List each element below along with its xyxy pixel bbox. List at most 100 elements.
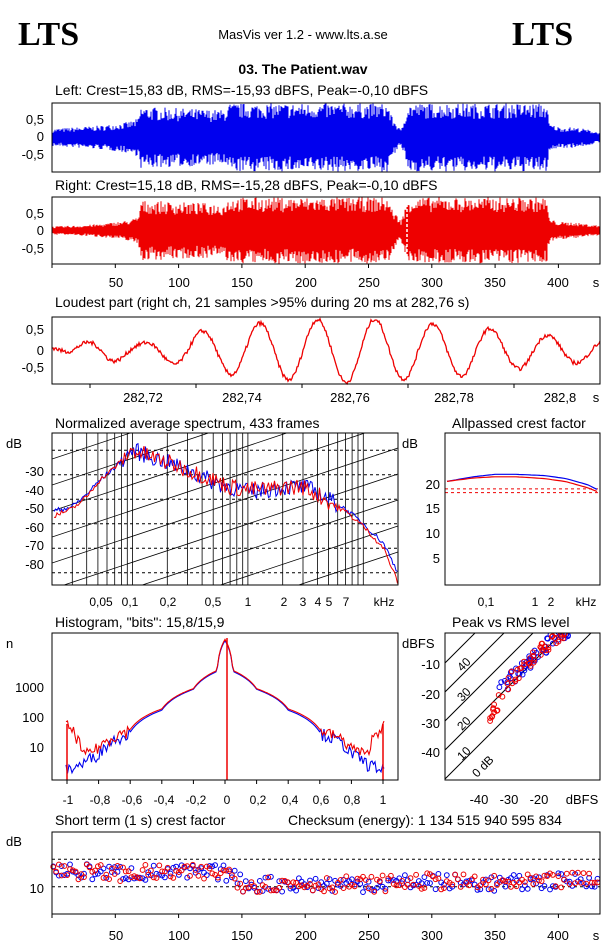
shortcrest-right-point	[145, 871, 152, 878]
x-unit-label: s	[593, 390, 600, 405]
shortcrest-right-point	[56, 861, 62, 868]
shortcrest-right-point	[589, 879, 595, 886]
shortcrest-left-point	[374, 884, 380, 891]
shortcrest-right-point	[245, 884, 252, 891]
shortcrest-right-point	[530, 881, 537, 887]
x-tick-label: 150	[231, 275, 253, 290]
shortcrest-right-point	[435, 875, 442, 882]
shortcrest-right-point	[120, 864, 126, 871]
peakrms-right-point	[505, 675, 512, 681]
diag-label: 0 dB	[469, 753, 496, 780]
shortcrest-right-point	[480, 876, 486, 883]
shortcrest-right-point	[69, 867, 76, 874]
x-tick-label: 250	[358, 928, 380, 943]
x-tick-label: 0,8	[344, 793, 361, 807]
y-tick-label: 0	[37, 129, 44, 144]
shortcrest-left-point	[572, 871, 578, 877]
shortcrest-right-point	[103, 871, 110, 878]
histogram-x-ticks	[66, 780, 384, 784]
peakrms-right-point	[545, 646, 552, 653]
shortcrest-left-point	[580, 880, 587, 887]
shortcrest-right-point	[89, 868, 96, 875]
shortcrest-right-point	[485, 877, 492, 884]
shortcrest-right-point	[72, 868, 79, 875]
shortcrest-right-point	[360, 873, 366, 880]
shortcrest-right-point	[471, 873, 478, 880]
shortcrest-left-point	[522, 882, 528, 889]
shortcrest-right-point	[566, 881, 573, 887]
shortcrest-right-point	[432, 876, 439, 883]
shortcrest-right-point	[64, 872, 71, 878]
x-tick-label: 0,6	[313, 793, 330, 807]
diag-label: 30	[454, 685, 474, 705]
x-tick-label: 0,1	[122, 595, 139, 609]
shortcrest-right-point	[418, 885, 425, 892]
shortcrest-right-point	[410, 881, 417, 888]
shortcrest-left-point	[326, 876, 333, 883]
shortcrest-right-point	[362, 877, 369, 883]
shortcrest-right-point	[552, 883, 559, 890]
x-unit-label: kHz	[374, 595, 395, 609]
shortcrest-right-point	[159, 868, 166, 875]
shortcrest-right-point	[206, 865, 213, 872]
shortcrest-right-point	[533, 873, 539, 880]
shortcrest-right-point	[215, 874, 221, 881]
shortcrest-right-point	[100, 875, 107, 881]
peakrms-right-point	[538, 644, 545, 651]
shortcrest-right-point	[162, 868, 168, 875]
peakrms-right-point	[527, 655, 534, 661]
shortcrest-right-point	[229, 872, 235, 878]
shortcrest-right-point	[421, 885, 428, 891]
shortcrest-right-point	[81, 874, 87, 880]
shortcrest-right-point	[131, 873, 138, 880]
shortcrest-right-point	[189, 861, 196, 868]
shortcrest-right-point	[220, 867, 227, 874]
x-tick-label: -0,4	[154, 793, 175, 807]
shortcrest-left-point	[471, 881, 478, 888]
peakrms-right-point	[560, 635, 567, 642]
shortcrest-right-point	[86, 864, 93, 871]
shortcrest-left-point	[510, 872, 517, 878]
shortcrest-right-point	[477, 882, 484, 889]
shortcrest-left-point	[402, 872, 408, 879]
x-tick-label: 300	[421, 928, 443, 943]
shortcrest-right-point	[142, 862, 149, 868]
shortcrest-left-point	[117, 863, 124, 870]
shortcrest-left-point	[385, 877, 392, 884]
shortcrest-left-point	[449, 883, 456, 890]
shortcrest-right-point	[106, 876, 112, 882]
shortcrest-left-point	[421, 874, 428, 880]
shortcrest-right-point	[527, 875, 534, 881]
shortcrest-left-point	[229, 874, 235, 881]
peakrms-left-point	[496, 684, 503, 691]
shortcrest-right-point	[148, 867, 154, 874]
x-tick-label: 350	[484, 928, 506, 943]
shortcrest-right-point	[499, 877, 506, 883]
shortcrest-right-point	[164, 864, 171, 871]
shortcrest-right-point	[382, 888, 389, 895]
shortcrest-right-point	[586, 870, 592, 877]
y-tick-label: -0,5	[22, 147, 44, 162]
x-tick-label: 0,1	[478, 595, 495, 609]
peakrms-right-point	[518, 665, 525, 671]
shortcrest-right-point	[482, 881, 489, 888]
shortcrest-left-point	[220, 862, 227, 869]
y-tick-label: 20	[426, 477, 440, 492]
shortcrest-right-point	[569, 869, 576, 876]
spectrum-right-line	[53, 445, 398, 584]
shortcrest-right-point	[577, 879, 584, 886]
shortcrest-left-point	[242, 878, 249, 884]
logo-right: LTS	[512, 16, 573, 53]
shortcrest-right-point	[156, 862, 163, 869]
x-tick-label: 100	[168, 928, 190, 943]
shortcrest-left-point	[583, 883, 590, 890]
x-unit-label: kHz	[576, 595, 597, 609]
shortcrest-right-point	[270, 887, 277, 894]
shortcrest-right-point	[340, 885, 347, 891]
shortcrest-right-point	[290, 879, 297, 886]
shortcrest-right-point	[284, 879, 291, 885]
peakrms-left-point	[531, 647, 538, 654]
shortcrest-right-point	[524, 871, 531, 878]
shortcrest-left-point	[293, 887, 300, 894]
shortcrest-right-point	[505, 878, 512, 885]
